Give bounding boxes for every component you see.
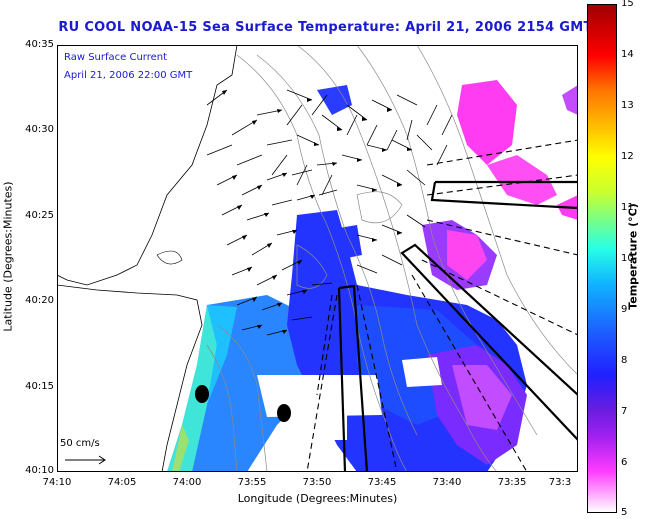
x-tick-label: 74:00 xyxy=(172,477,202,488)
y-tick-label: 40:35 xyxy=(25,39,54,50)
colorbar-tick: 5 xyxy=(621,507,628,518)
range-lines xyxy=(306,139,578,472)
colorbar-title: Temperature (°C) xyxy=(626,203,640,310)
x-axis-title: Longitude (Degrees:Minutes) xyxy=(237,492,398,505)
x-tick-label: 73:35 xyxy=(497,477,527,488)
colorbar-tick: 8 xyxy=(621,355,628,366)
colorbar-tick: 13 xyxy=(621,100,634,111)
y-tick-label: 40:30 xyxy=(25,124,54,135)
y-tick-label: 40:10 xyxy=(25,465,54,476)
buoy-marker xyxy=(277,404,291,422)
x-tick-label: 73:3 xyxy=(548,477,572,488)
x-tick-label: 74:05 xyxy=(107,477,137,488)
current-label: Raw Surface Current xyxy=(64,52,168,63)
scale-arrow xyxy=(65,455,106,465)
y-tick-label: 40:25 xyxy=(25,210,54,221)
y-axis-title: Latitude (Degrees:Minutes) xyxy=(1,181,15,332)
colorbar-tick: 7 xyxy=(621,406,628,417)
buoy-marker xyxy=(195,385,209,403)
current-timestamp: April 21, 2006 22:00 GMT xyxy=(64,70,193,81)
colorbar-tick: 12 xyxy=(621,151,634,162)
current-vectors xyxy=(206,89,453,336)
map-title: RU COOL NOAA-15 Sea Surface Temperature:… xyxy=(58,20,593,35)
map-plot-area xyxy=(57,45,578,472)
y-tick-label: 40:15 xyxy=(25,381,54,392)
temperature-colorbar xyxy=(587,4,617,513)
colorbar-tick: 14 xyxy=(621,49,634,60)
colorbar-tick: 15 xyxy=(621,0,634,9)
radar-boxes xyxy=(337,180,578,472)
sst-map xyxy=(57,45,578,472)
x-tick-label: 73:50 xyxy=(302,477,332,488)
land xyxy=(57,45,238,472)
colorbar-tick: 10 xyxy=(621,253,634,264)
arrowheads xyxy=(222,90,412,334)
x-tick-label: 73:40 xyxy=(432,477,462,488)
scale-label: 50 cm/s xyxy=(60,438,100,449)
y-tick-label: 40:20 xyxy=(25,295,54,306)
x-tick-label: 73:45 xyxy=(367,477,397,488)
x-tick-label: 73:55 xyxy=(237,477,267,488)
colorbar-tick: 9 xyxy=(621,304,628,315)
x-tick-label: 74:10 xyxy=(42,477,72,488)
colorbar-tick: 11 xyxy=(621,202,634,213)
colorbar-tick: 6 xyxy=(621,457,628,468)
